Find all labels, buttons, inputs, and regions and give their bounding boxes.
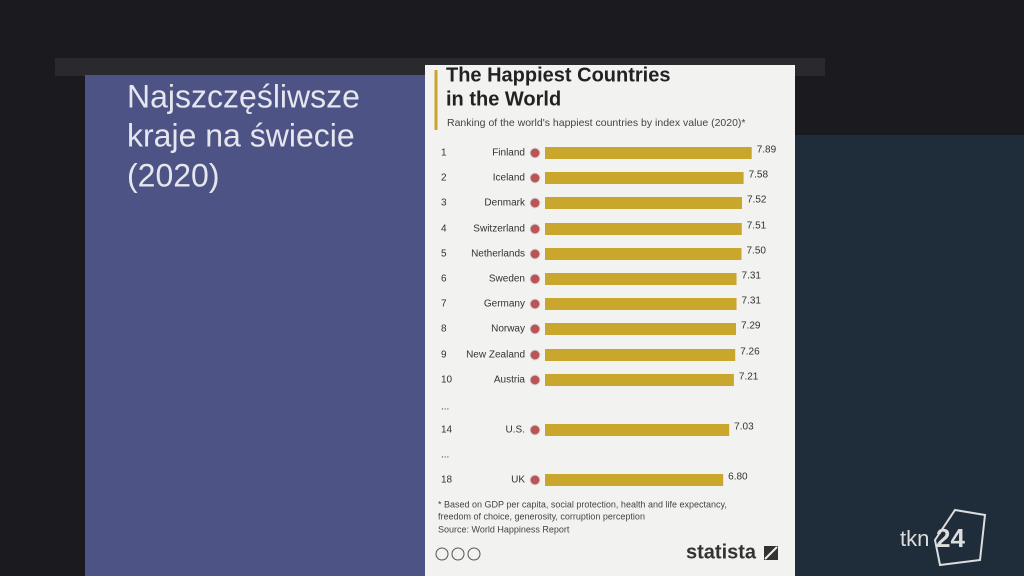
category-label: Denmark [484,198,526,209]
chart-title: The Happiest Countries in the World [446,64,670,110]
rank-label: 18 [441,475,453,486]
category-label: Iceland [493,173,525,184]
slide-title: Najszczęśliwsze kraje na świecie (2020) [127,78,360,193]
source: Source: World Happiness Report [438,524,570,534]
rank-label: 14 [441,425,453,436]
category-label: Austria [494,375,526,386]
value-label: 7.51 [747,221,767,232]
rank-label: 5 [441,249,447,260]
rank-label: 2 [441,173,447,184]
side-map [795,135,1024,576]
value-label: 7.31 [742,271,762,282]
footnote-line: * Based on GDP per capita, social protec… [438,499,727,509]
logo-prefix: tkn [900,526,929,551]
bar [545,298,737,310]
flag-icon [529,197,541,209]
rank-label: 10 [441,375,453,386]
flag-icon [529,424,541,436]
flag-icon [529,248,541,260]
value-label: 7.29 [741,321,761,332]
value-label: 7.21 [739,372,759,383]
category-label: Netherlands [471,249,525,260]
flag-icon [529,374,541,386]
bar [545,273,737,285]
category-label: Germany [484,299,525,310]
flag-icon [529,323,541,335]
category-label: UK [511,475,525,486]
bar [545,374,734,386]
category-label: Sweden [489,274,525,285]
category-label: New Zealand [466,350,525,361]
rank-label: 1 [441,148,447,159]
rank-label: 7 [441,299,447,310]
bar [545,424,730,436]
cc-icon [467,547,481,561]
logo: tkn 24 [900,508,987,567]
category-label: Switzerland [473,224,525,235]
slide-panel [85,75,425,576]
bar [545,197,743,209]
chart-title-line: The Happiest Countries [446,64,670,86]
bar [545,223,742,235]
cc-icon [435,547,449,561]
cc-icon [451,547,465,561]
brand-icon [762,544,780,562]
ellipsis: ... [441,450,449,461]
rank-label: 8 [441,324,447,335]
logo-number: 24 [936,523,965,553]
value-label: 6.80 [728,472,748,483]
rank-label: 3 [441,198,447,209]
value-label: 7.89 [757,145,777,156]
category-label: Finland [492,148,525,159]
value-label: 7.52 [747,195,767,206]
slide-title-line: Najszczęśliwsze [127,78,360,114]
value-label: 7.31 [742,296,762,307]
flag-icon [529,273,541,285]
chart-title-line: in the World [446,88,561,110]
flag-icon [529,349,541,361]
slide-title-line: kraje na świecie [127,117,355,153]
brand: statista [686,541,757,563]
value-label: 7.50 [747,246,767,257]
bar [545,147,752,159]
flag-icon [529,474,541,486]
bar [545,349,736,361]
rank-label: 6 [441,274,447,285]
flag-icon [529,147,541,159]
value-label: 7.26 [740,347,760,358]
chart-subtitle: Ranking of the world's happiest countrie… [447,117,746,129]
flag-icon [529,172,541,184]
bar [545,248,742,260]
bar [545,323,736,335]
rank-label: 4 [441,224,447,235]
footnote: * Based on GDP per capita, social protec… [438,499,727,534]
rank-label: 9 [441,350,447,361]
category-label: U.S. [506,425,525,436]
bar [545,172,744,184]
category-label: Norway [491,324,525,335]
value-label: 7.03 [734,422,754,433]
footnote-line: freedom of choice, generosity, corruptio… [438,511,645,521]
slide-title-line: (2020) [127,157,220,193]
value-label: 7.58 [749,170,769,181]
flag-icon [529,223,541,235]
ellipsis: ... [441,402,449,413]
flag-icon [529,298,541,310]
bar [545,474,724,486]
logo-shape [933,508,987,567]
